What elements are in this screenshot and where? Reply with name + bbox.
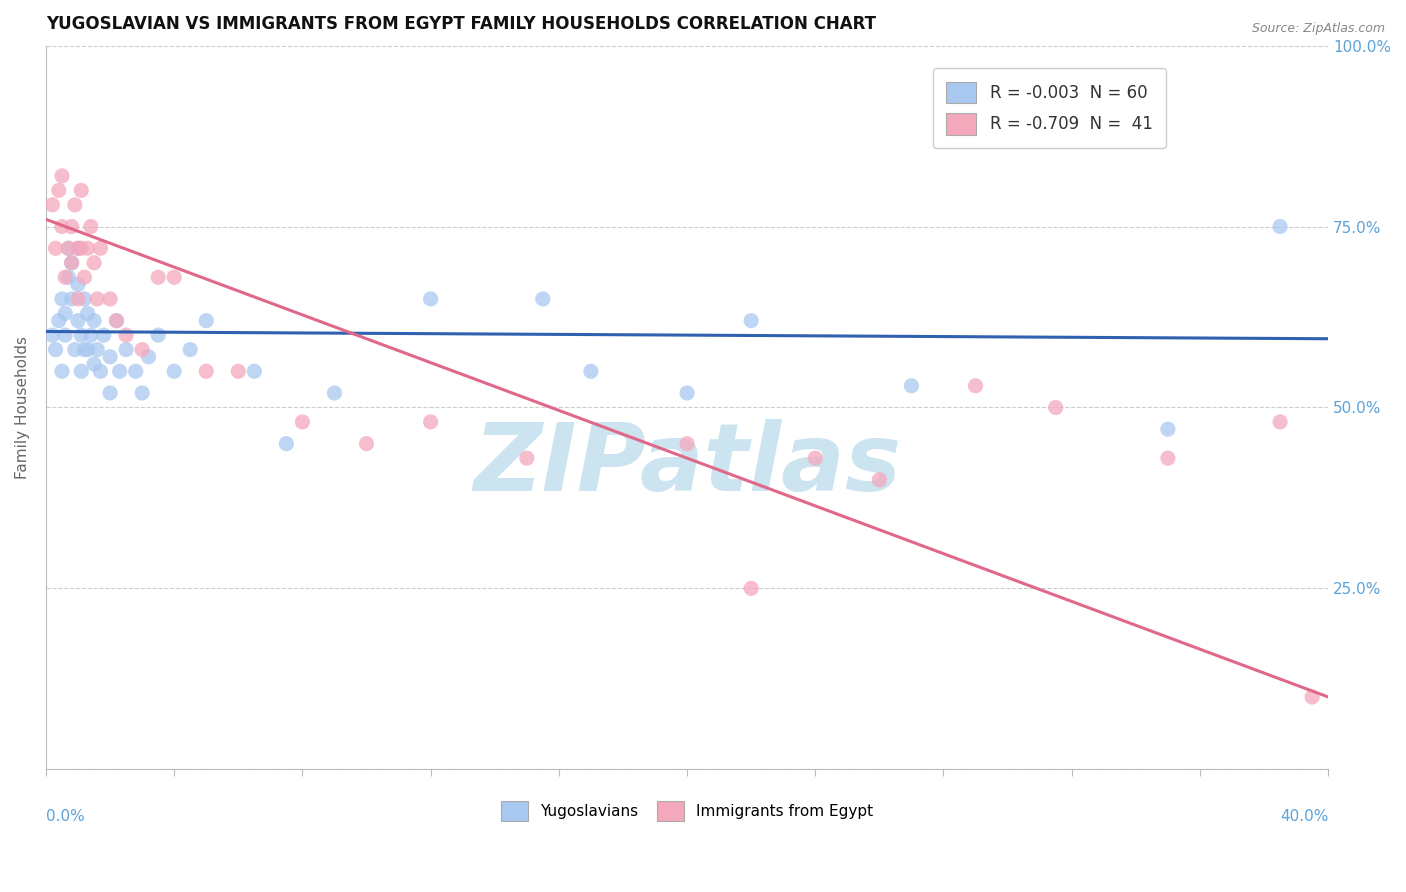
Point [131, 386, 153, 401]
Point [146, 328, 169, 343]
Point [60, 219, 83, 234]
Point [900, 378, 922, 392]
Point [676, 436, 699, 450]
Point [53, 328, 76, 343]
Point [108, 364, 131, 378]
Point [105, 313, 128, 327]
Point [1268, 219, 1291, 234]
Point [131, 343, 153, 357]
Point [1157, 451, 1180, 466]
Point [419, 292, 441, 306]
Point [63, 343, 86, 357]
Point [66, 313, 89, 327]
Point [323, 386, 346, 401]
Point [73, 270, 96, 285]
Point [86, 343, 108, 357]
Point [195, 364, 218, 378]
Point [125, 364, 148, 378]
Point [76, 241, 98, 255]
Point [419, 415, 441, 429]
Point [66, 292, 89, 306]
Point [83, 256, 105, 270]
Text: ZIPatlas: ZIPatlas [472, 419, 901, 511]
Point [73, 343, 96, 357]
Point [70, 241, 93, 255]
Point [740, 313, 762, 327]
Point [48, 313, 70, 327]
Point [70, 328, 93, 343]
Point [70, 183, 93, 197]
Point [60, 292, 83, 306]
Point [105, 313, 128, 327]
Point [115, 343, 138, 357]
Point [66, 241, 89, 255]
Point [76, 343, 98, 357]
Point [163, 364, 186, 378]
Point [243, 364, 266, 378]
Point [531, 292, 554, 306]
Point [80, 328, 103, 343]
Point [579, 364, 602, 378]
Point [676, 386, 699, 401]
Point [66, 241, 89, 255]
Point [76, 306, 98, 320]
Point [51, 292, 73, 306]
Point [93, 328, 115, 343]
Point [98, 350, 121, 364]
Point [1301, 690, 1323, 704]
Point [163, 270, 186, 285]
Point [276, 436, 298, 450]
Point [58, 241, 80, 255]
Point [1045, 401, 1067, 415]
Point [45, 343, 67, 357]
Point [146, 270, 169, 285]
Legend: Yugoslavians, Immigrants from Egypt: Yugoslavians, Immigrants from Egypt [495, 795, 880, 827]
Y-axis label: Family Households: Family Households [15, 336, 30, 479]
Point [1268, 415, 1291, 429]
Point [41, 328, 63, 343]
Point [45, 241, 67, 255]
Point [41, 198, 63, 212]
Point [195, 313, 218, 327]
Point [60, 256, 83, 270]
Point [51, 219, 73, 234]
Point [83, 313, 105, 327]
Point [58, 241, 80, 255]
Point [51, 364, 73, 378]
Text: Source: ZipAtlas.com: Source: ZipAtlas.com [1251, 22, 1385, 36]
Point [70, 364, 93, 378]
Text: 40.0%: 40.0% [1279, 809, 1329, 824]
Point [80, 219, 103, 234]
Point [226, 364, 249, 378]
Point [179, 343, 201, 357]
Point [63, 198, 86, 212]
Point [89, 364, 111, 378]
Point [98, 386, 121, 401]
Point [86, 292, 108, 306]
Point [73, 292, 96, 306]
Point [138, 350, 160, 364]
Point [98, 292, 121, 306]
Point [965, 378, 987, 392]
Point [804, 451, 827, 466]
Point [83, 357, 105, 371]
Point [53, 270, 76, 285]
Point [66, 277, 89, 292]
Point [115, 328, 138, 343]
Point [740, 582, 762, 596]
Point [1157, 422, 1180, 436]
Point [51, 169, 73, 183]
Point [516, 451, 538, 466]
Point [53, 306, 76, 320]
Point [48, 183, 70, 197]
Point [868, 473, 890, 487]
Point [291, 415, 314, 429]
Point [89, 241, 111, 255]
Text: YUGOSLAVIAN VS IMMIGRANTS FROM EGYPT FAMILY HOUSEHOLDS CORRELATION CHART: YUGOSLAVIAN VS IMMIGRANTS FROM EGYPT FAM… [46, 15, 876, 33]
Point [356, 436, 378, 450]
Point [60, 256, 83, 270]
Point [58, 270, 80, 285]
Text: 0.0%: 0.0% [46, 809, 84, 824]
